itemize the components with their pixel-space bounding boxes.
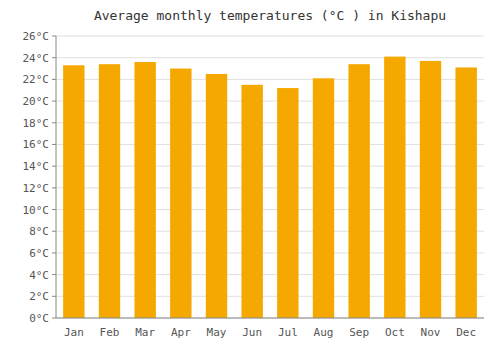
tick-label: Aug [314,326,334,339]
tick-mark [52,318,56,319]
tick-label: 2°C [29,290,49,303]
tick-mark [52,79,56,80]
grid-line [56,318,484,319]
tick-label: Feb [100,326,120,339]
bar [99,64,120,318]
y-axis: 0°C 2°C 4°C 6°C 8°C 10°C 12°C 14°C 16°C 18°C 20°C 2… [23,30,485,325]
tick-mark [52,36,56,37]
tick-label: 24°C [23,52,50,65]
bar [348,64,369,318]
chart: Average monthly temperatures (°C ) in Ki… [0,0,500,350]
tick-mark [52,296,56,297]
bar [420,61,441,318]
bar [455,67,476,318]
tick-mark [52,101,56,102]
tick-label: Jun [242,326,262,339]
tick-label: 16°C [23,138,50,151]
tick-mark [52,166,56,167]
tick-label: 12°C [23,182,50,195]
tick-label: Oct [385,326,405,339]
tick-label: 0°C [29,312,49,325]
tick-label: 18°C [23,117,50,130]
tick-label: Apr [171,326,191,339]
x-axis: Jan Feb Mar Apr May Jun Jul Aug Sep Oct Nov Dec [64,326,476,339]
tick-mark [52,252,56,253]
tick-label: Sep [349,326,369,339]
bars [63,57,477,318]
bar [384,57,405,318]
tick-label: Jul [278,326,298,339]
tick-label: 10°C [23,204,50,217]
tick-mark [52,187,56,188]
tick-label: May [207,326,227,339]
tick-label: 8°C [29,225,49,238]
tick-mark [52,144,56,145]
tick-label: Mar [135,326,155,339]
tick-mark [52,122,56,123]
tick-label: 20°C [23,95,50,108]
tick-mark [52,231,56,232]
grid-line [56,57,484,58]
tick-label: Dec [456,326,476,339]
chart-root: Average monthly temperatures (°C ) in Ki… [0,0,500,350]
tick-label: Jan [64,326,84,339]
bar [134,62,155,318]
bar [277,88,298,318]
y-axis-line [56,36,57,318]
bar [313,78,334,318]
bar [63,65,84,318]
tick-label: 4°C [29,269,49,282]
tick-label: 14°C [23,160,50,173]
grid-line [56,36,484,37]
bar [170,69,191,318]
x-axis-line [56,318,484,319]
tick-label: Nov [421,326,441,339]
tick-label: 22°C [23,73,50,86]
tick-mark [52,57,56,58]
title: Average monthly temperatures (°C ) in Ki… [94,8,446,23]
tick-label: 6°C [29,247,49,260]
tick-mark [52,209,56,210]
bar [206,74,227,318]
tick-mark [52,274,56,275]
bar [241,85,262,318]
tick-label: 26°C [23,30,50,43]
